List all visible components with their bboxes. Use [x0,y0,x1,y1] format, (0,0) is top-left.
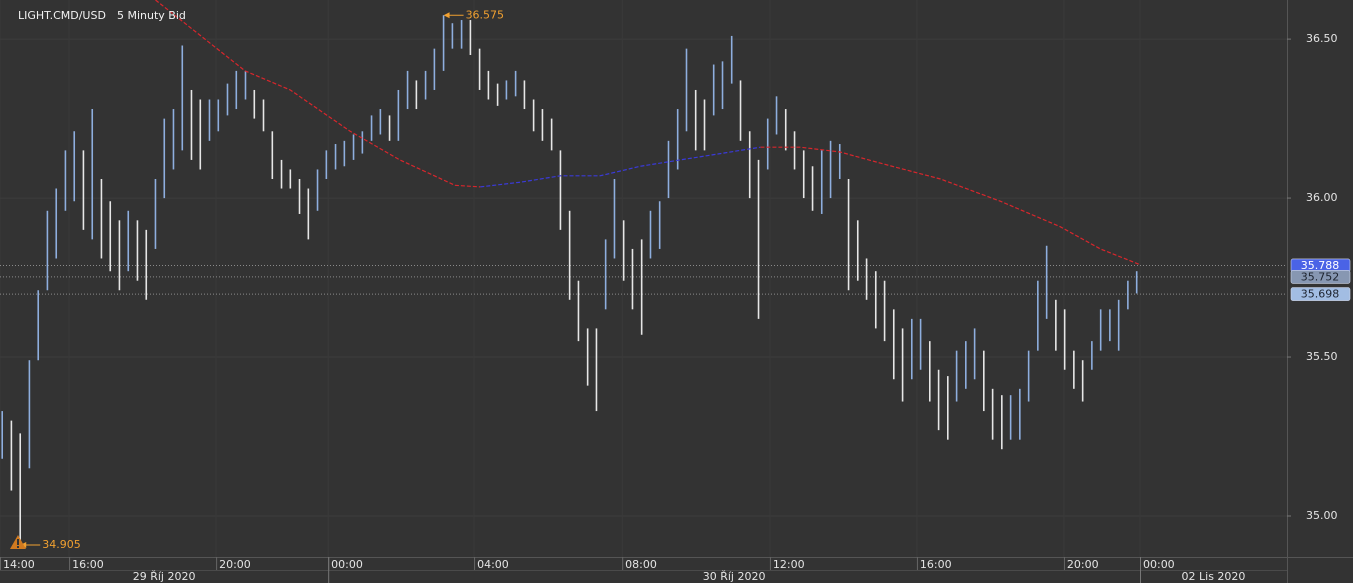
moving-average [760,146,1141,266]
warning-dot [17,546,19,548]
x-tick-label: 16:00 [920,558,952,571]
y-tick-label: 36.00 [1306,191,1338,204]
price-tag-label: 35.698 [1301,288,1340,301]
x-tick-label: 12:00 [773,558,805,571]
symbol: LIGHT.CMD/USD [18,9,106,22]
date-label: 30 Říj 2020 [703,570,766,583]
x-tick-label: 08:00 [625,558,657,571]
date-label: 02 Lis 2020 [1182,570,1246,583]
marker-label: 36.575 [466,8,505,21]
warning-mark [17,539,19,545]
warning-icon [10,535,26,549]
warning-icon-shape [10,535,26,549]
marker-arrow [443,12,450,19]
marker-label: 34.905 [42,538,81,551]
timeframe: 5 Minuty Bid [117,9,186,22]
y-tick-label: 36.50 [1306,32,1338,45]
price-tag [1290,287,1351,301]
y-tick-label: 35.00 [1306,509,1338,522]
moving-average [480,146,761,188]
price-tag [1290,270,1351,284]
x-tick-label: 20:00 [219,558,251,571]
x-tick-label: 20:00 [1067,558,1099,571]
x-tick-label: 00:00 [1143,558,1175,571]
x-tick-label: 00:00 [331,558,363,571]
x-tick-label: 16:00 [72,558,104,571]
date-label: 29 Říj 2020 [133,570,196,583]
moving-average [155,0,481,188]
x-tick-label: 14:00 [3,558,35,571]
y-tick-label: 35.50 [1306,350,1338,363]
x-tick-label: 04:00 [477,558,509,571]
price-tag-label: 35.752 [1301,270,1340,283]
price-tag-label: 35.788 [1301,259,1340,272]
